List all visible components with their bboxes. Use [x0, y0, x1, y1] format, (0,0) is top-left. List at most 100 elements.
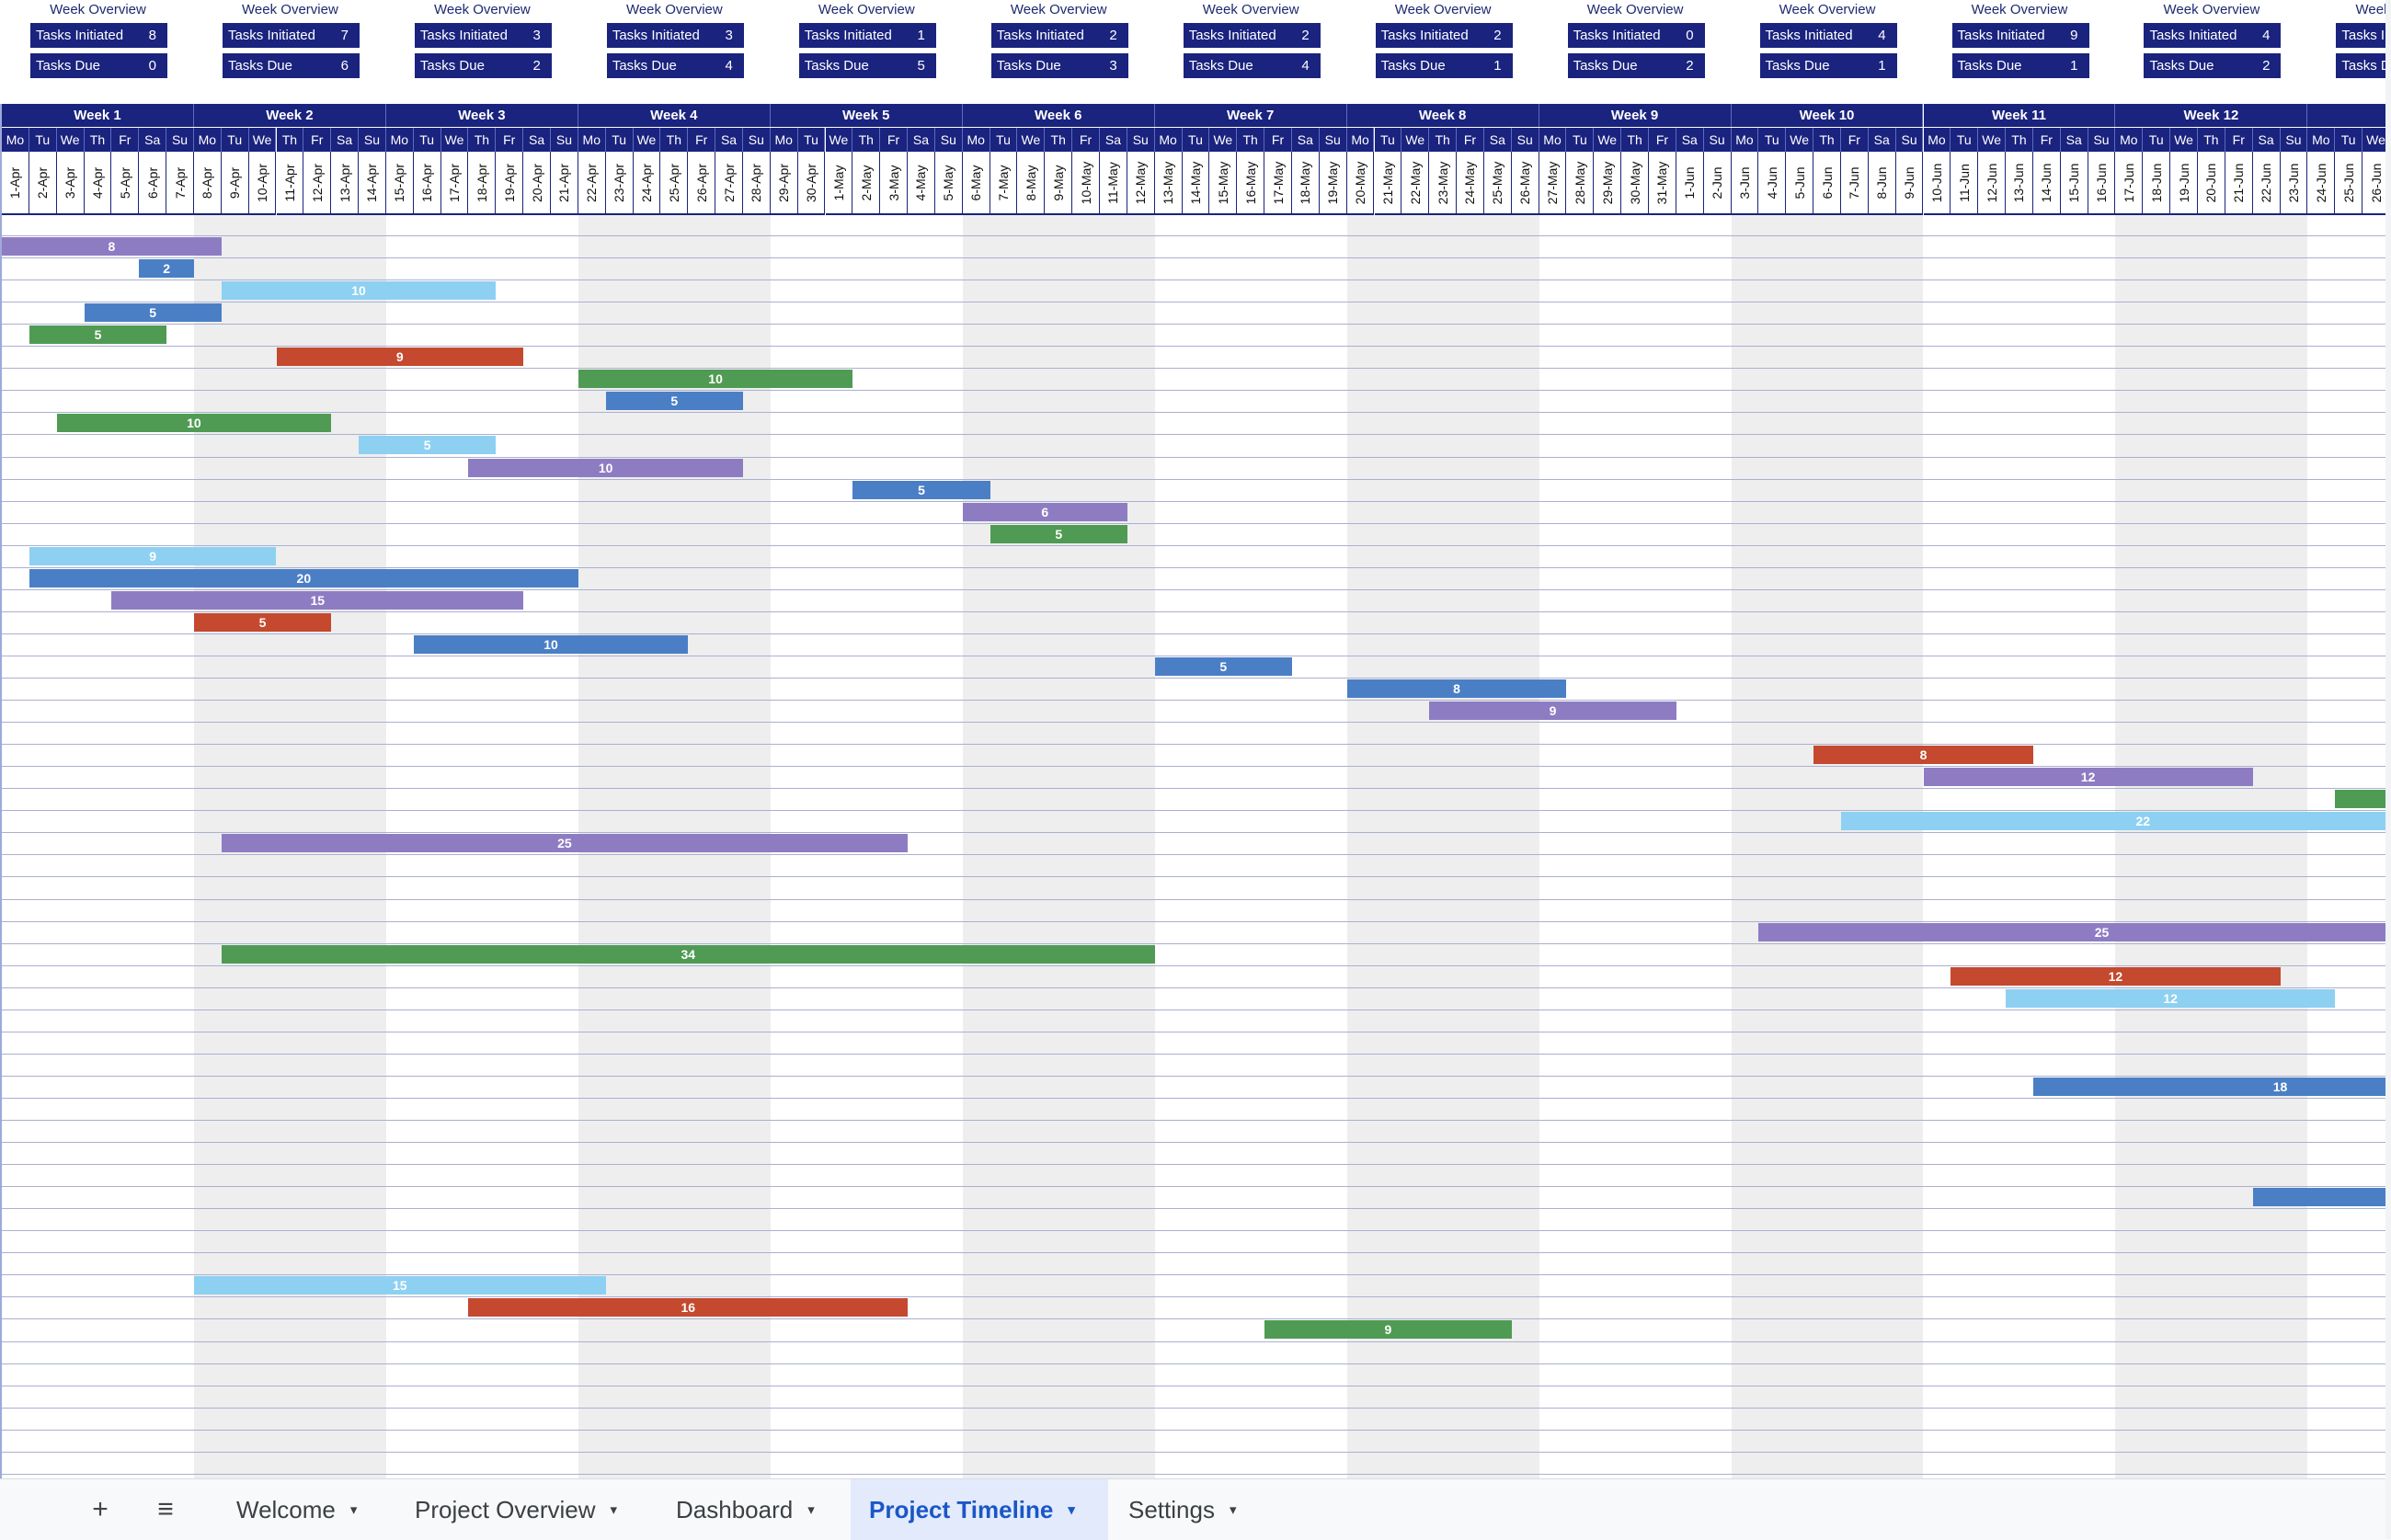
task-bar[interactable]: [2335, 790, 2391, 809]
chevron-down-icon[interactable]: ▾: [1229, 1502, 1237, 1518]
task-bar[interactable]: 10: [578, 370, 853, 389]
date-cell[interactable]: 13-Jun: [2006, 152, 2033, 215]
date-cell[interactable]: 22-Jun: [2252, 152, 2281, 215]
sheet-tab[interactable]: Dashboard ▾: [658, 1479, 852, 1540]
date-cell[interactable]: 7-Jun: [1840, 152, 1869, 215]
date-cell[interactable]: 9-Jun: [1895, 152, 1924, 215]
date-cell[interactable]: 17-May: [1264, 152, 1292, 215]
date-cell[interactable]: 16-Jun: [2088, 152, 2116, 215]
date-cell[interactable]: 4-Jun: [1758, 152, 1787, 215]
date-cell[interactable]: 4-May: [908, 152, 935, 215]
date-cell[interactable]: 24-May: [1457, 152, 1484, 215]
date-cell[interactable]: 25-Apr: [660, 152, 689, 215]
sheet-tab[interactable]: Welcome ▾: [218, 1479, 395, 1540]
date-cell[interactable]: 24-Apr: [633, 152, 661, 215]
date-cell[interactable]: 24-Jun: [2307, 152, 2336, 215]
task-bar[interactable]: 10: [56, 414, 332, 433]
date-cell[interactable]: 3-Apr: [56, 152, 85, 215]
date-cell[interactable]: 2-Apr: [29, 152, 57, 215]
date-cell[interactable]: 22-Apr: [578, 152, 606, 215]
timeline-sheet[interactable]: Week Overview Tasks Initiated 8 Tasks Due 0 W…: [0, 0, 2391, 1478]
date-cell[interactable]: 20-Apr: [523, 152, 551, 215]
task-bar[interactable]: 9: [29, 546, 277, 565]
task-bar[interactable]: 8: [2, 237, 222, 256]
add-sheet-button[interactable]: +: [79, 1489, 121, 1531]
date-cell[interactable]: 21-Jun: [2225, 152, 2253, 215]
date-cell[interactable]: 25-Jun: [2335, 152, 2363, 215]
task-bar[interactable]: 25: [1758, 922, 2391, 941]
date-cell[interactable]: 17-Jun: [2115, 152, 2144, 215]
date-cell[interactable]: 22-May: [1401, 152, 1430, 215]
date-cell[interactable]: 5-Jun: [1786, 152, 1814, 215]
date-cell[interactable]: 18-May: [1291, 152, 1320, 215]
date-cell[interactable]: 10-May: [1072, 152, 1100, 215]
date-cell[interactable]: 12-May: [1127, 152, 1155, 215]
date-cell[interactable]: 30-Apr: [797, 152, 826, 215]
date-cell[interactable]: 11-Jun: [1951, 152, 1979, 215]
date-cell[interactable]: 19-May: [1319, 152, 1347, 215]
date-cell[interactable]: 3-Jun: [1731, 152, 1759, 215]
date-cell[interactable]: 26-May: [1511, 152, 1539, 215]
date-cell[interactable]: 7-Apr: [166, 152, 194, 215]
task-bar[interactable]: 10: [413, 634, 689, 654]
date-cell[interactable]: 1-Jun: [1676, 152, 1704, 215]
task-bar[interactable]: 5: [990, 524, 1127, 543]
date-cell[interactable]: 6-May: [962, 152, 990, 215]
date-cell[interactable]: 21-May: [1374, 152, 1402, 215]
date-cell[interactable]: 14-Apr: [359, 152, 386, 215]
task-bar[interactable]: 25: [221, 834, 909, 853]
task-bar[interactable]: 5: [193, 612, 332, 632]
date-cell[interactable]: 13-May: [1154, 152, 1183, 215]
task-bar[interactable]: 9: [276, 348, 524, 367]
task-bar[interactable]: 5: [852, 480, 990, 499]
date-cell[interactable]: 23-May: [1429, 152, 1458, 215]
date-cell[interactable]: 23-Apr: [605, 152, 634, 215]
task-bar[interactable]: 5: [84, 303, 222, 323]
date-cell[interactable]: 15-Jun: [2060, 152, 2088, 215]
date-cell[interactable]: 1-Apr: [2, 152, 29, 215]
task-bar[interactable]: 12: [1951, 966, 2281, 986]
date-cell[interactable]: 26-Apr: [688, 152, 716, 215]
chevron-down-icon[interactable]: ▾: [807, 1502, 815, 1518]
date-cell[interactable]: 20-Jun: [2198, 152, 2225, 215]
date-cell[interactable]: 27-May: [1539, 152, 1567, 215]
date-cell[interactable]: 19-Jun: [2170, 152, 2198, 215]
task-bar[interactable]: 5: [1154, 656, 1292, 676]
task-bar[interactable]: 12: [2006, 988, 2336, 1008]
date-cell[interactable]: 4-Apr: [84, 152, 112, 215]
date-cell[interactable]: 18-Jun: [2143, 152, 2171, 215]
sheet-tab[interactable]: Project Overview ▾: [396, 1479, 650, 1540]
task-bar[interactable]: 12: [1923, 768, 2253, 787]
task-bar[interactable]: 15: [111, 590, 524, 610]
task-bar[interactable]: 10: [468, 458, 743, 477]
task-bar[interactable]: 2: [139, 259, 194, 279]
date-cell[interactable]: 17-Apr: [440, 152, 469, 215]
date-cell[interactable]: 12-Jun: [1978, 152, 2007, 215]
task-bar[interactable]: 18: [2032, 1077, 2391, 1096]
date-cell[interactable]: 29-May: [1594, 152, 1622, 215]
date-cell[interactable]: 14-May: [1182, 152, 1210, 215]
date-cell[interactable]: 9-May: [1045, 152, 1073, 215]
task-bar[interactable]: [2252, 1188, 2390, 1207]
sheet-tab[interactable]: Settings ▾: [1110, 1479, 1276, 1540]
date-cell[interactable]: 8-May: [1017, 152, 1046, 215]
date-cell[interactable]: 29-Apr: [770, 152, 798, 215]
chevron-down-icon[interactable]: ▾: [349, 1502, 358, 1518]
date-cell[interactable]: 6-Jun: [1813, 152, 1841, 215]
task-bar[interactable]: 22: [1840, 812, 2391, 831]
date-cell[interactable]: 30-May: [1621, 152, 1649, 215]
date-cell[interactable]: 3-May: [880, 152, 909, 215]
date-cell[interactable]: 14-Jun: [2032, 152, 2061, 215]
task-bar[interactable]: 5: [359, 436, 497, 455]
task-bar[interactable]: 9: [1264, 1320, 1512, 1340]
date-cell[interactable]: 25-May: [1483, 152, 1512, 215]
task-bar[interactable]: 8: [1346, 679, 1567, 698]
date-cell[interactable]: 12-Apr: [303, 152, 332, 215]
date-cell[interactable]: 2-May: [852, 152, 881, 215]
date-cell[interactable]: 10-Jun: [1923, 152, 1951, 215]
date-cell[interactable]: 8-Jun: [1868, 152, 1896, 215]
date-cell[interactable]: 19-Apr: [496, 152, 524, 215]
date-cell[interactable]: 23-Jun: [2280, 152, 2308, 215]
date-cell[interactable]: 13-Apr: [331, 152, 360, 215]
date-cell[interactable]: 1-May: [825, 152, 853, 215]
